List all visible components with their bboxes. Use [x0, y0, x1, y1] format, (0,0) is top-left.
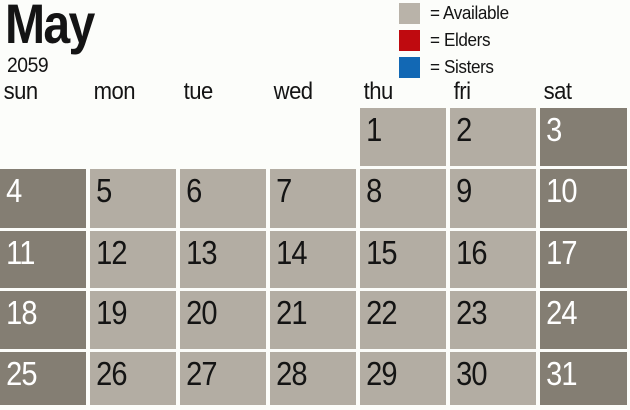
- day-number: 4: [6, 172, 22, 209]
- day-number: 3: [546, 111, 562, 148]
- day-cell-13[interactable]: 13: [180, 231, 266, 288]
- day-number: 5: [96, 172, 112, 209]
- day-number: 23: [456, 294, 487, 331]
- day-cell-30[interactable]: 30: [450, 352, 536, 405]
- day-number: 2: [456, 111, 472, 148]
- day-cell-10[interactable]: 10: [540, 169, 627, 228]
- day-cell-20[interactable]: 20: [180, 291, 266, 349]
- day-cell-26[interactable]: 26: [90, 352, 176, 405]
- day-cell-28[interactable]: 28: [270, 352, 356, 405]
- legend-label-sisters: = Sisters: [430, 57, 494, 77]
- legend-label-elders: = Elders: [430, 30, 491, 50]
- day-cell-15[interactable]: 15: [360, 231, 446, 288]
- day-number: 20: [186, 294, 217, 331]
- day-cell-6[interactable]: 6: [180, 169, 266, 228]
- sisters-color-swatch: [399, 57, 420, 78]
- day-cell-27[interactable]: 27: [180, 352, 266, 405]
- day-cell-31[interactable]: 31: [540, 352, 627, 405]
- day-number: 6: [186, 172, 202, 209]
- day-cell-25[interactable]: 25: [0, 352, 86, 405]
- legend-item-elders: = Elders: [399, 30, 513, 51]
- empty-cell: [270, 108, 356, 166]
- day-cell-24[interactable]: 24: [540, 291, 627, 349]
- day-number: 9: [456, 172, 472, 209]
- day-number: 13: [186, 234, 217, 271]
- day-number: 11: [6, 234, 35, 271]
- day-number: 15: [366, 234, 397, 271]
- day-cell-9[interactable]: 9: [450, 169, 536, 228]
- day-number: 14: [276, 234, 307, 271]
- day-cell-21[interactable]: 21: [270, 291, 356, 349]
- day-number: 17: [546, 234, 577, 271]
- day-cell-22[interactable]: 22: [360, 291, 446, 349]
- day-cell-11[interactable]: 11: [0, 231, 86, 288]
- weekday-header-sat: sat: [543, 78, 572, 105]
- day-cell-16[interactable]: 16: [450, 231, 536, 288]
- day-number: 28: [276, 355, 307, 392]
- day-cell-4[interactable]: 4: [0, 169, 86, 228]
- day-cell-3[interactable]: 3: [540, 108, 627, 166]
- available-color-swatch: [399, 3, 420, 24]
- empty-cell: [0, 108, 86, 166]
- day-number: 12: [96, 234, 127, 271]
- day-cell-8[interactable]: 8: [360, 169, 446, 228]
- weekday-header-row: sun mon tue wed thu fri sat: [0, 78, 627, 106]
- day-number: 31: [546, 355, 577, 392]
- weekday-header-tue: tue: [183, 78, 214, 105]
- day-cell-5[interactable]: 5: [90, 169, 176, 228]
- weekday-header-thu: thu: [363, 78, 394, 105]
- weekday-header-wed: wed: [273, 78, 313, 105]
- day-cell-23[interactable]: 23: [450, 291, 536, 349]
- year-label: 2059: [7, 54, 49, 77]
- day-cell-12[interactable]: 12: [90, 231, 176, 288]
- day-number: 1: [366, 111, 382, 148]
- day-number: 30: [456, 355, 487, 392]
- day-cell-18[interactable]: 18: [0, 291, 86, 349]
- day-number: 26: [96, 355, 127, 392]
- day-cell-29[interactable]: 29: [360, 352, 446, 405]
- calendar-grid: 1 2 3 4 5 6 7 8 9 10 11 12 13 14 15 16 17 18 19 20 21 22 23 24 2…: [0, 108, 627, 405]
- day-number: 16: [456, 234, 487, 271]
- weekday-header-mon: mon: [93, 78, 136, 105]
- day-cell-2[interactable]: 2: [450, 108, 536, 166]
- empty-cell: [90, 108, 176, 166]
- day-number: 27: [186, 355, 217, 392]
- legend-item-available: = Available: [399, 3, 513, 24]
- day-number: 22: [366, 294, 397, 331]
- day-number: 8: [366, 172, 382, 209]
- day-number: 18: [6, 294, 37, 331]
- legend-item-sisters: = Sisters: [399, 57, 513, 78]
- weekday-header-fri: fri: [453, 78, 471, 105]
- legend-label-available: = Available: [430, 3, 509, 23]
- day-cell-14[interactable]: 14: [270, 231, 356, 288]
- day-cell-17[interactable]: 17: [540, 231, 627, 288]
- day-number: 19: [96, 294, 127, 331]
- day-number: 25: [6, 355, 37, 392]
- weekday-header-sun: sun: [3, 78, 39, 105]
- month-title: May: [5, 0, 95, 55]
- day-number: 10: [546, 172, 577, 209]
- day-number: 24: [546, 294, 577, 331]
- day-number: 29: [366, 355, 397, 392]
- empty-cell: [180, 108, 266, 166]
- day-cell-7[interactable]: 7: [270, 169, 356, 228]
- elders-color-swatch: [399, 30, 420, 51]
- day-number: 7: [276, 172, 292, 209]
- day-cell-19[interactable]: 19: [90, 291, 176, 349]
- legend: = Available = Elders = Sisters: [399, 3, 513, 84]
- day-cell-1[interactable]: 1: [360, 108, 446, 166]
- day-number: 21: [276, 294, 307, 331]
